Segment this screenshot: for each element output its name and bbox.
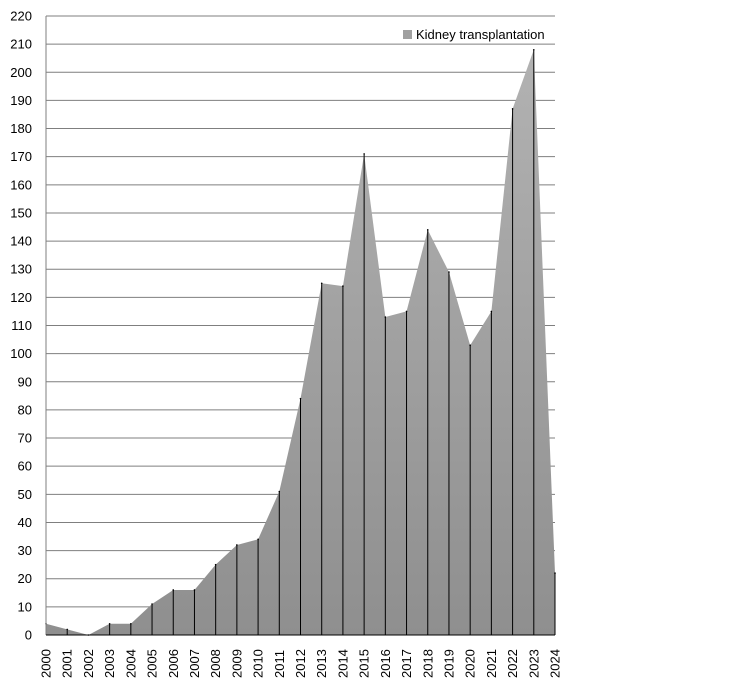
y-tick-label: 110 bbox=[11, 318, 32, 333]
legend: Kidney transplantation bbox=[403, 27, 545, 42]
y-tick-label: 220 bbox=[10, 9, 32, 24]
data-point bbox=[193, 589, 196, 591]
y-tick-label: 0 bbox=[25, 628, 32, 643]
data-point bbox=[66, 628, 69, 631]
data-point bbox=[469, 344, 471, 346]
y-tick-label: 160 bbox=[10, 177, 32, 192]
data-point bbox=[554, 572, 556, 574]
data-point bbox=[108, 622, 111, 625]
y-tick-label: 190 bbox=[10, 93, 32, 108]
data-point bbox=[511, 108, 514, 110]
x-tick-label: 2000 bbox=[39, 649, 54, 678]
y-tick-label: 60 bbox=[18, 459, 32, 474]
x-tick-label: 2021 bbox=[484, 649, 499, 678]
data-point bbox=[151, 603, 153, 605]
data-point bbox=[426, 229, 429, 231]
y-tick-label: 20 bbox=[18, 571, 32, 586]
data-point bbox=[257, 538, 259, 541]
y-tick-label: 150 bbox=[10, 205, 32, 220]
x-tick-label: 2003 bbox=[102, 649, 117, 678]
x-tick-label: 2009 bbox=[229, 649, 244, 678]
x-tick-label: 2001 bbox=[60, 649, 75, 678]
y-tick-label: 140 bbox=[10, 234, 32, 249]
x-tick-label: 2022 bbox=[505, 649, 520, 678]
data-point bbox=[320, 282, 323, 285]
data-point bbox=[448, 271, 450, 273]
data-point bbox=[278, 490, 281, 493]
x-tick-label: 2018 bbox=[420, 649, 435, 678]
x-tick-label: 2024 bbox=[548, 649, 563, 678]
data-point bbox=[236, 544, 238, 546]
axes bbox=[45, 16, 555, 636]
gridlines bbox=[46, 15, 555, 636]
y-tick-label: 120 bbox=[10, 290, 32, 305]
data-point bbox=[532, 48, 535, 51]
x-tick-label: 2016 bbox=[378, 649, 393, 678]
x-tick-label: 2010 bbox=[251, 649, 266, 678]
data-point bbox=[214, 563, 217, 566]
y-tick-label: 10 bbox=[18, 599, 32, 614]
x-tick-labels: 2000 2001 2002 2003 2004 2005 2006 2007 2008 2009… bbox=[39, 649, 563, 678]
y-tick-labels: 0 10 20 30 40 50 60 70 80 90 100 110 120 130 140 150 160… bbox=[10, 9, 32, 643]
y-tick-label: 180 bbox=[10, 121, 32, 136]
x-tick-label: 2020 bbox=[463, 649, 478, 678]
data-point bbox=[172, 589, 175, 591]
y-tick-label: 100 bbox=[10, 346, 32, 361]
x-tick-label: 2012 bbox=[293, 649, 308, 678]
x-tick-label: 2017 bbox=[399, 649, 414, 678]
y-tick-label: 90 bbox=[18, 374, 32, 389]
data-point bbox=[405, 310, 408, 313]
data-point bbox=[299, 397, 302, 400]
y-tick-label: 130 bbox=[10, 262, 32, 277]
x-tick-label: 2011 bbox=[272, 650, 287, 678]
legend-label: Kidney transplantation bbox=[416, 27, 545, 42]
x-tick-label: 2005 bbox=[145, 649, 160, 678]
x-tick-label: 2023 bbox=[526, 649, 541, 678]
data-point bbox=[490, 310, 493, 313]
y-tick-label: 80 bbox=[18, 402, 32, 417]
drop-lines bbox=[45, 48, 556, 636]
y-tick-label: 40 bbox=[18, 515, 32, 530]
y-tick-label: 200 bbox=[10, 65, 32, 80]
x-tick-label: 2015 bbox=[357, 649, 372, 678]
data-point bbox=[342, 285, 344, 287]
x-tick-label: 2002 bbox=[81, 649, 96, 678]
y-tick-label: 50 bbox=[18, 487, 32, 502]
x-tick-label: 2004 bbox=[123, 649, 138, 678]
y-tick-label: 210 bbox=[10, 37, 32, 52]
data-point bbox=[384, 316, 387, 318]
x-tick-label: 2014 bbox=[335, 649, 350, 678]
x-tick-label: 2008 bbox=[208, 649, 223, 678]
x-tick-label: 2006 bbox=[166, 649, 181, 678]
data-point bbox=[363, 153, 365, 155]
y-tick-label: 170 bbox=[10, 149, 32, 164]
x-tick-label: 2007 bbox=[187, 649, 202, 678]
x-tick-label: 2019 bbox=[441, 649, 456, 678]
y-tick-label: 70 bbox=[18, 431, 32, 446]
y-tick-label: 30 bbox=[18, 543, 32, 558]
x-tick-label: 2013 bbox=[314, 649, 329, 678]
data-point bbox=[130, 622, 132, 625]
legend-swatch bbox=[403, 30, 412, 39]
